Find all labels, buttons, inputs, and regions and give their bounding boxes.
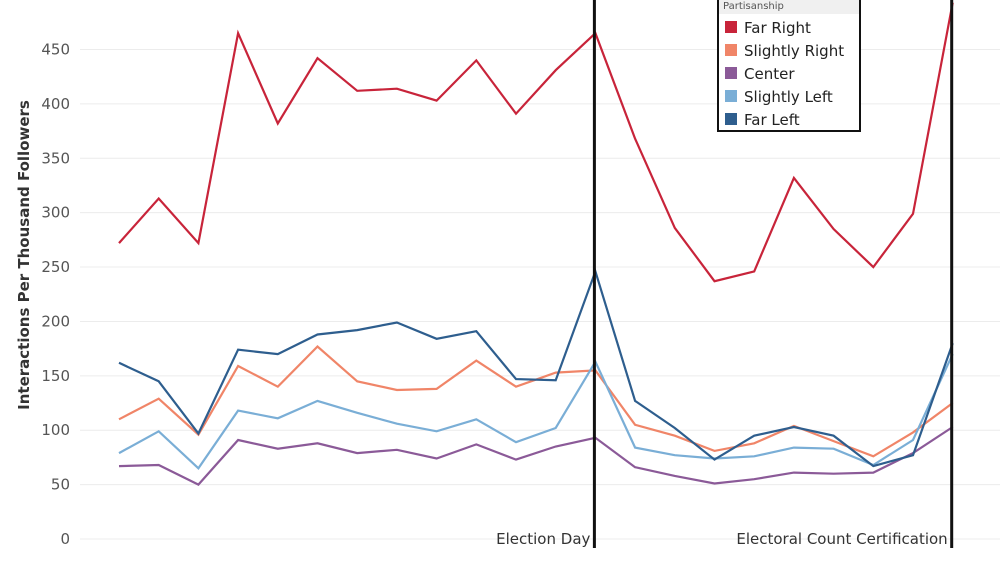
- series-line-center: [118, 426, 954, 486]
- legend: Partisanship Far Right Slightly Right Cent…: [717, 0, 861, 132]
- legend-label: Center: [744, 65, 795, 83]
- legend-swatch: [725, 90, 737, 102]
- y-axis-label: Interactions Per Thousand Followers: [15, 100, 33, 410]
- series-line-far-left: [118, 267, 954, 468]
- series-line-slightly-left: [118, 353, 954, 470]
- legend-label: Far Left: [744, 111, 800, 129]
- y-tick-label: 400: [41, 95, 70, 113]
- y-tick-label: 50: [51, 476, 70, 494]
- annotation-label: Electoral Count Certification: [736, 530, 947, 548]
- series-line-slightly-right: [118, 344, 954, 458]
- y-tick-label: 100: [41, 421, 70, 439]
- legend-swatch: [725, 113, 737, 125]
- y-tick-label: 150: [41, 367, 70, 385]
- legend-label: Far Right: [744, 19, 811, 37]
- y-tick-label: 0: [60, 530, 70, 548]
- legend-title: Partisanship: [723, 1, 784, 12]
- legend-label: Slightly Right: [744, 42, 844, 60]
- legend-swatch: [725, 67, 737, 79]
- y-tick-label: 200: [41, 312, 70, 330]
- legend-items: Far Right Slightly Right Center Slightly Le…: [725, 19, 844, 129]
- y-tick-label: 300: [41, 204, 70, 222]
- annotation-label: Election Day: [496, 530, 590, 548]
- legend-box: [717, 0, 861, 132]
- y-tick-label: 250: [41, 258, 70, 276]
- legend-swatch: [725, 44, 737, 56]
- series-lines: [118, 2, 954, 486]
- legend-swatch: [725, 21, 737, 33]
- y-tick-label: 450: [41, 41, 70, 59]
- legend-label: Slightly Left: [744, 88, 833, 106]
- y-axis-ticks: 0 50 100 150 200 250 300 350 400 450: [41, 41, 70, 549]
- gridlines: [80, 49, 1000, 540]
- legend-title-bar: [719, 0, 859, 14]
- annotations: Election Day Electoral Count Certificatio…: [496, 0, 954, 548]
- series-line-far-right: [118, 2, 954, 283]
- y-tick-label: 350: [41, 149, 70, 167]
